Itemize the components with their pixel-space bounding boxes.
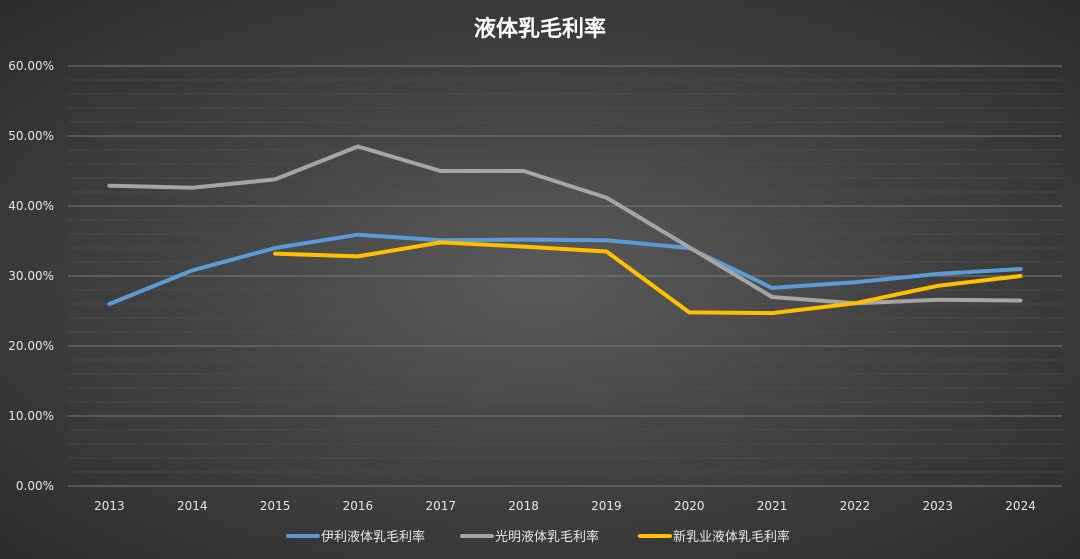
x-tick-label: 2021 xyxy=(757,499,788,513)
x-tick-label: 2016 xyxy=(343,499,374,513)
x-tick-label: 2014 xyxy=(177,499,208,513)
legend: 伊利液体乳毛利率 光明液体乳毛利率 新乳业液体乳毛利率 xyxy=(286,529,790,545)
series-lines xyxy=(107,144,1023,316)
y-tick-label: 40.00% xyxy=(8,199,54,213)
y-axis: 0.00% 10.00% 20.00% 30.00% 40.00% 50.00% 60.00… xyxy=(8,59,54,493)
y-tick-label: 30.00% xyxy=(8,269,54,283)
legend-label-0: 伊利液体乳毛利率 xyxy=(321,529,425,545)
series-line-0 xyxy=(107,232,1023,306)
y-tick-label: 10.00% xyxy=(8,409,54,423)
x-tick-label: 2017 xyxy=(425,499,456,513)
y-tick-label: 60.00% xyxy=(8,59,54,73)
x-tick-label: 2018 xyxy=(508,499,539,513)
y-tick-label: 20.00% xyxy=(8,339,54,353)
x-tick-label: 2020 xyxy=(674,499,705,513)
gridlines xyxy=(68,65,1062,487)
x-tick-label: 2024 xyxy=(1005,499,1036,513)
legend-label-1: 光明液体乳毛利率 xyxy=(495,529,599,545)
y-tick-label: 50.00% xyxy=(8,129,54,143)
legend-label-2: 新乳业液体乳毛利率 xyxy=(673,529,790,545)
x-tick-label: 2023 xyxy=(922,499,953,513)
y-tick-label: 0.00% xyxy=(16,479,54,493)
x-tick-label: 2013 xyxy=(94,499,125,513)
x-tick-label: 2019 xyxy=(591,499,622,513)
x-tick-label: 2015 xyxy=(260,499,291,513)
chart-title: 液体乳毛利率 xyxy=(474,16,606,42)
x-axis: 2013 2014 2015 2016 2017 2018 2019 2020 2021 2022… xyxy=(94,499,1036,513)
series-line-2 xyxy=(273,240,1023,316)
x-tick-label: 2022 xyxy=(840,499,871,513)
series-line-1 xyxy=(107,144,1023,306)
